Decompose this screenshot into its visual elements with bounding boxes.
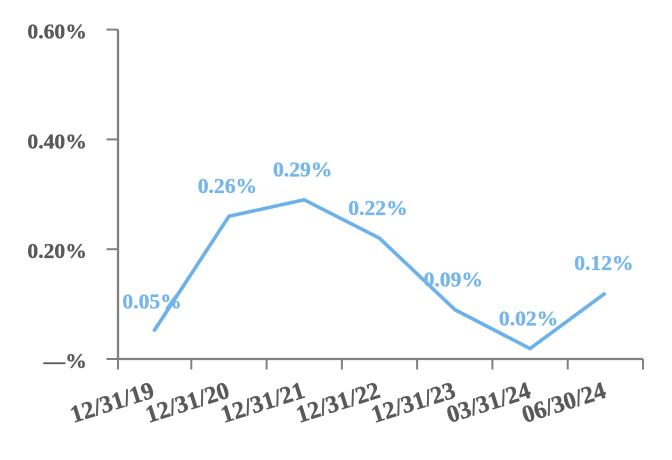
svg-text:0.09%: 0.09% <box>424 267 483 291</box>
svg-text:0.60%: 0.60% <box>27 20 86 44</box>
svg-text:0.26%: 0.26% <box>198 174 257 198</box>
svg-text:0.12%: 0.12% <box>574 251 633 275</box>
svg-text:0.29%: 0.29% <box>273 158 332 182</box>
svg-text:0.20%: 0.20% <box>27 239 86 263</box>
svg-text:0.40%: 0.40% <box>27 129 86 153</box>
svg-text:—%: —% <box>43 349 87 373</box>
svg-text:0.02%: 0.02% <box>499 306 558 330</box>
svg-text:0.05%: 0.05% <box>122 289 181 313</box>
svg-text:0.22%: 0.22% <box>348 196 407 220</box>
